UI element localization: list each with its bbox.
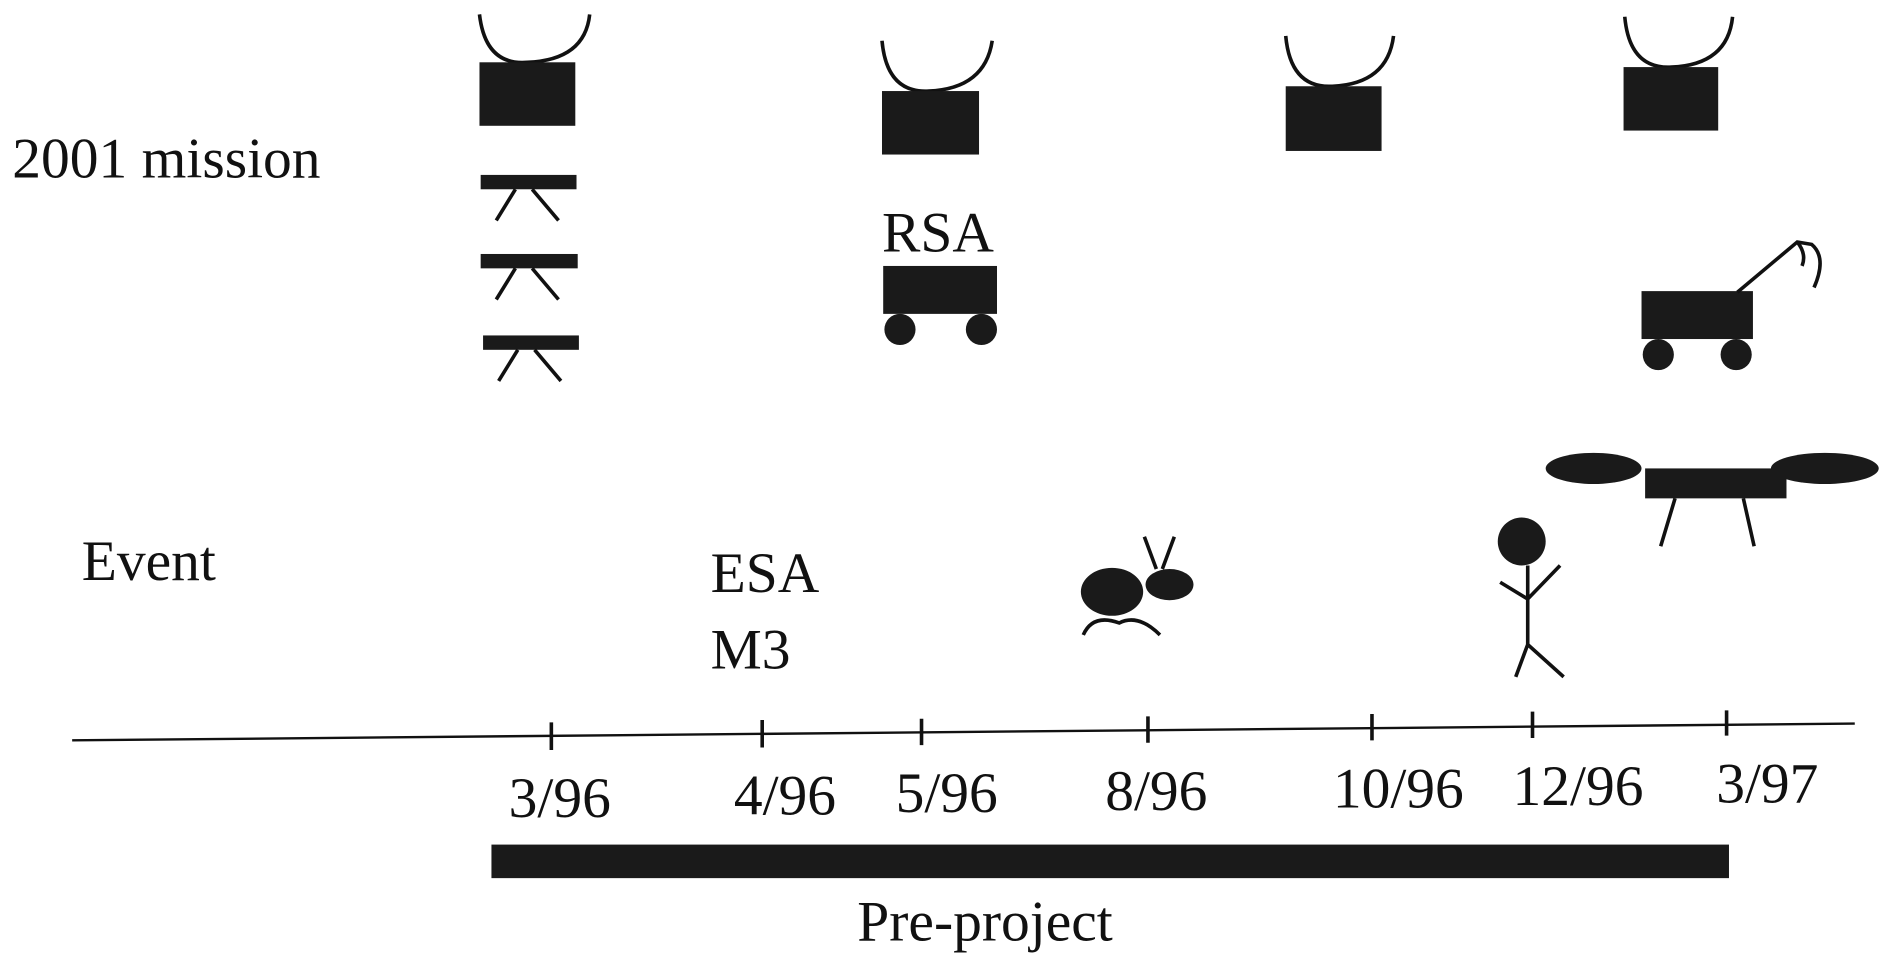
orbiter-icons <box>479 14 1732 154</box>
tick-label: 5/96 <box>896 762 998 825</box>
tick-label: 3/97 <box>1716 753 1818 816</box>
timeline-diagram: 2001 mission Event RSA ESA M3 <box>0 0 1879 956</box>
annotation: M3 <box>711 618 791 681</box>
rover-icons <box>883 242 1820 370</box>
tick-label: 12/96 <box>1513 755 1644 818</box>
tick-label: 10/96 <box>1333 757 1464 820</box>
row-label: 2001 mission <box>12 127 320 190</box>
row-label: Event <box>82 530 216 593</box>
lander-icons <box>481 175 579 381</box>
annotation: RSA <box>882 202 994 265</box>
phase-bar <box>491 845 1729 879</box>
tick-label: 3/96 <box>509 767 611 830</box>
timeline-axis <box>72 710 1855 750</box>
annotation: ESA <box>711 542 820 605</box>
phase-label: Pre-project <box>857 890 1112 953</box>
tick-label: 4/96 <box>734 765 836 828</box>
tick-label: 8/96 <box>1105 760 1207 823</box>
event-icons <box>1081 453 1879 677</box>
